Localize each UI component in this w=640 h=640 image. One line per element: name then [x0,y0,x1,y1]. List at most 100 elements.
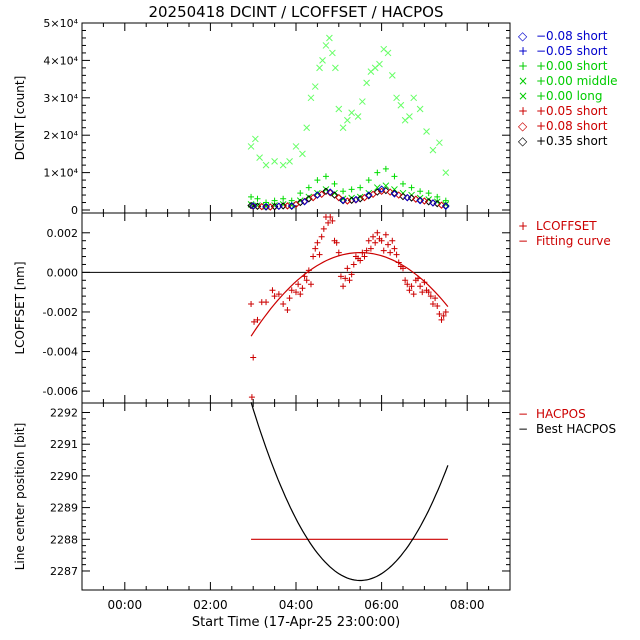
y-tick-label: 2287 [50,565,78,578]
data-point [400,180,406,187]
legend-label: −0.08 short [536,29,608,43]
legend-symbol: − [518,234,528,248]
panel-hacpos-legend: − HACPOS− Best HACPOS [518,407,616,436]
data-point [427,293,434,300]
data-point [432,295,439,302]
data-point [325,219,332,226]
data-point [331,180,338,187]
y-tick-label: 4×10⁴ [43,54,78,67]
data-point [412,195,420,203]
data-point [254,195,261,202]
data-point [359,249,366,256]
y-tick-label: 0.002 [47,227,79,240]
data-point [397,101,405,109]
data-point [335,249,342,256]
data-point [360,193,369,202]
data-point [348,271,355,278]
data-point [320,225,327,232]
data-point [423,128,430,135]
data-point [340,283,347,290]
data-point [417,188,424,195]
data-point [305,267,312,274]
data-point [250,354,257,361]
data-point [342,275,349,282]
data-point [256,154,263,161]
data-point [429,301,436,308]
data-point [312,245,319,252]
data-point [378,237,385,244]
data-point [310,253,317,260]
y-tick-label: 2×10⁴ [43,129,78,142]
data-point [352,195,360,204]
panel-dcint-axes: 0 1×10⁴ 2×10⁴ 3×10⁴ 4×10⁴ 5×10⁴ [43,17,511,217]
lcoffset-points [248,213,449,401]
data-point [326,34,333,42]
data-series [247,34,450,176]
data-point [408,184,415,191]
data-point [326,188,334,196]
best-hacpos-curve [250,402,449,582]
data-point [425,289,432,296]
panel-lcoffset-axes: -0.006 -0.004 -0.002 0.000 0.002 [43,213,511,403]
data-point [299,285,306,292]
data-point [332,64,339,72]
data-point [316,251,323,258]
data-point [380,247,387,254]
data-point [313,191,322,199]
data-point [286,158,293,165]
data-point [339,124,347,132]
data-point [429,199,437,207]
data-point [440,312,447,319]
data-point [339,196,347,204]
data-point [425,190,432,197]
legend-symbol: − [518,422,528,436]
x-axis-label: Start Time (17-Apr-25 23:00:00) [192,615,400,630]
data-point [348,186,355,193]
panel-lcoffset-legend: + LCOFFSET− Fitting curve [518,219,611,248]
data-point [297,190,304,197]
data-point [247,143,255,150]
data-series [249,187,446,211]
data-point [386,188,394,196]
data-point [387,249,394,256]
data-point [251,318,258,325]
data-point [354,113,362,120]
data-point [384,49,392,57]
panel-lcoffset-ylabel: LCOFFSET [nm] [13,261,27,354]
data-point [271,158,278,165]
data-point [406,287,413,294]
data-point [269,287,276,294]
x-tick-label: 02:00 [193,598,228,612]
y-tick-label: 3×10⁴ [43,92,78,105]
data-point [280,301,287,308]
data-point [286,295,293,302]
data-point [357,257,364,264]
data-point [303,277,310,284]
data-point [307,94,315,102]
panel-lcoffset-marks [82,213,510,401]
data-point [333,239,340,246]
data-point [248,394,255,401]
data-point [329,217,336,224]
data-point [389,237,396,244]
x-tick-label: 00:00 [108,598,143,612]
panel-hacpos-frame [81,402,511,591]
y-tick-label: 0.000 [47,266,79,279]
data-point [288,287,295,294]
data-point [314,239,321,246]
data-point [344,265,351,272]
panel-lcoffset-frame [81,212,511,404]
data-point [438,316,445,323]
y-tick-label: 2288 [50,533,78,546]
y-tick-label: 1×10⁴ [43,167,78,180]
data-point [248,301,255,308]
data-point [322,173,329,180]
data-point [403,193,411,202]
data-point [372,239,379,246]
data-point [442,169,450,176]
data-point [251,135,259,143]
legend-symbol: ◇ [518,134,528,148]
data-point [249,202,257,210]
legend-label: HACPOS [536,407,586,421]
data-point [248,193,255,200]
